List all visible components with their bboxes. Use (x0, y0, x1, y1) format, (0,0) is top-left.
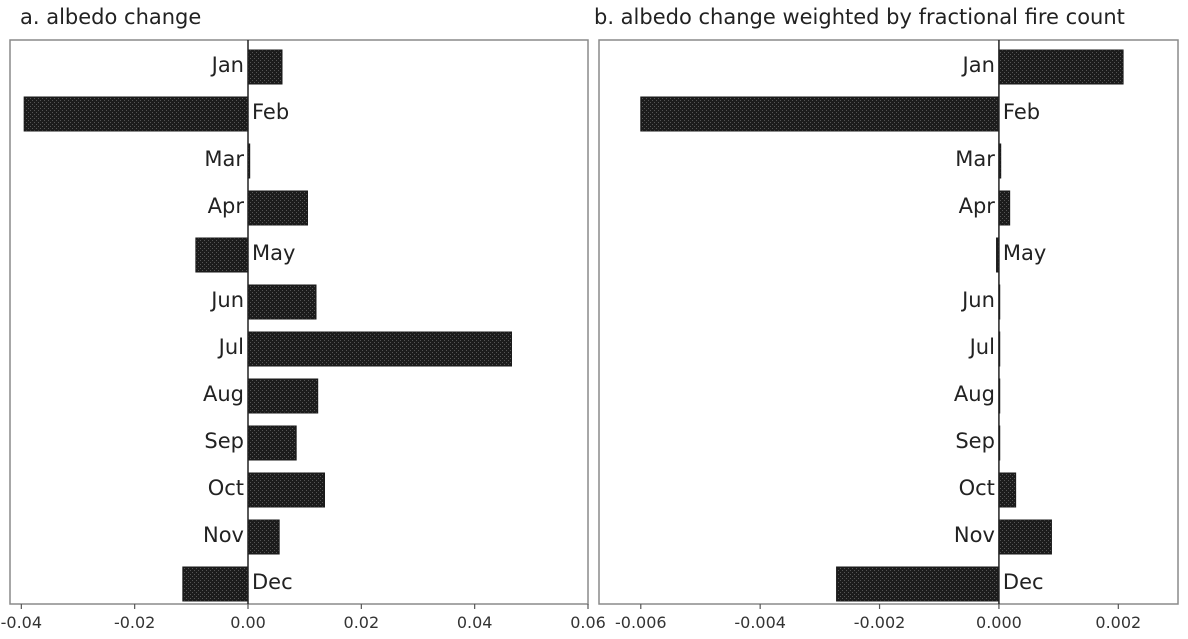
x-tick-label: 0.04 (457, 613, 493, 632)
category-label-apr: Apr (208, 194, 245, 218)
x-tick-label: -0.002 (854, 613, 906, 632)
x-tick-label: 0.00 (230, 613, 266, 632)
bar-oct (247, 472, 325, 508)
category-label-aug: Aug (954, 382, 995, 406)
category-label-apr: Apr (959, 194, 996, 218)
panel-b-chart: b. albedo change weighted by fractional … (594, 5, 1179, 632)
x-tick-label: 0.02 (344, 613, 380, 632)
x-tick-label: -0.02 (114, 613, 155, 632)
bar-jan (998, 49, 1124, 85)
category-label-jan: Jan (210, 53, 244, 77)
category-label-sep: Sep (955, 429, 995, 453)
category-label-dec: Dec (1003, 570, 1044, 594)
bar-feb (640, 96, 1000, 132)
bar-jan (247, 49, 283, 85)
panel-b-title: b. albedo change weighted by fractional … (594, 5, 1125, 29)
panel-a-frame (9, 39, 589, 605)
category-label-jul: Jul (217, 335, 244, 359)
bar-apr (998, 190, 1011, 226)
panel-b-x-axis: -0.006 -0.004 -0.002 0.000 0.002 (615, 604, 1141, 632)
bar-jul (247, 331, 512, 367)
panel-b-frame (598, 39, 1179, 605)
bar-feb (23, 96, 249, 132)
category-label-oct: Oct (208, 476, 244, 500)
bar-aug (247, 378, 319, 414)
bar-dec (836, 566, 1000, 602)
panel-a-title: a. albedo change (20, 5, 201, 29)
x-tick-label: -0.006 (615, 613, 667, 632)
category-label-may: May (252, 241, 295, 265)
bar-nov (247, 519, 280, 555)
category-label-may: May (1003, 241, 1046, 265)
panel-b-bars (640, 49, 1124, 602)
category-label-jan: Jan (961, 53, 995, 77)
panel-b-category-labels: Jan Feb Mar Apr May Jun Jul Aug Sep Oct Nov Dec (954, 53, 1046, 594)
bar-sep (247, 425, 297, 461)
category-label-sep: Sep (204, 429, 244, 453)
category-label-dec: Dec (252, 570, 293, 594)
bar-nov (998, 519, 1052, 555)
panel-a-bars (23, 49, 512, 602)
category-label-feb: Feb (252, 100, 289, 124)
bar-oct (998, 472, 1017, 508)
bar-jun (247, 284, 317, 320)
category-label-nov: Nov (203, 523, 244, 547)
category-label-mar: Mar (204, 147, 244, 171)
category-label-feb: Feb (1003, 100, 1040, 124)
panel-a-x-axis: -0.04 -0.02 0.00 0.02 0.04 0.06 (1, 604, 606, 632)
category-label-oct: Oct (959, 476, 995, 500)
category-label-mar: Mar (955, 147, 995, 171)
bar-dec (182, 566, 249, 602)
x-tick-label: -0.04 (1, 613, 42, 632)
x-tick-label: 0.06 (570, 613, 606, 632)
x-tick-label: -0.004 (734, 613, 786, 632)
category-label-jun: Jun (209, 288, 244, 312)
bar-may (195, 237, 249, 273)
category-label-jul: Jul (968, 335, 995, 359)
panel-a-chart: a. albedo change Jan Feb Mar Apr May Jun Jul Au… (1, 5, 606, 632)
category-label-nov: Nov (954, 523, 995, 547)
category-label-jun: Jun (960, 288, 995, 312)
x-tick-label: 0.000 (976, 613, 1022, 632)
panel-a-category-labels: Jan Feb Mar Apr May Jun Jul Aug Sep Oct Nov Dec (203, 53, 295, 594)
bar-apr (247, 190, 308, 226)
category-label-aug: Aug (203, 382, 244, 406)
x-tick-label: 0.002 (1095, 613, 1141, 632)
